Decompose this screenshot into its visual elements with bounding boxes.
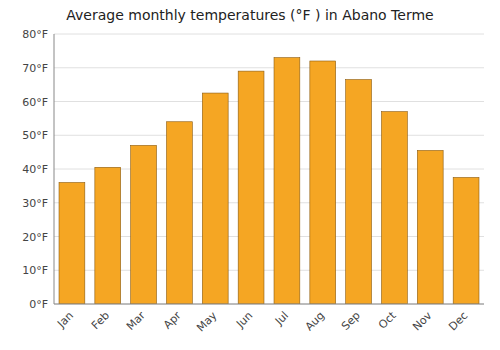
y-tick-label: 30°F [22, 197, 48, 210]
grid-line [54, 34, 484, 35]
title: Average monthly temperatures (°F ) in Ab… [66, 7, 433, 23]
bar [95, 167, 121, 304]
x-tick-label: Mar [124, 309, 148, 333]
bar [274, 58, 300, 304]
bar [346, 80, 372, 304]
bar [417, 150, 443, 304]
bar [310, 61, 336, 304]
x-tick-label: Dec [446, 309, 470, 333]
x-tick-label: Jun [233, 309, 255, 331]
grid [54, 34, 484, 304]
y-tick-label: 50°F [22, 129, 48, 142]
grid-line [54, 135, 484, 136]
y-tick-label: 0°F [29, 298, 48, 311]
y-tick-label: 60°F [22, 96, 48, 109]
bars [59, 58, 479, 304]
bar [167, 122, 193, 304]
y-tick-label: 10°F [22, 264, 48, 277]
x-tick-label: Sep [339, 309, 363, 333]
x-tick-label: Jul [272, 309, 291, 328]
x-tick-label: Nov [410, 309, 435, 334]
x-tick-label: Oct [376, 309, 399, 332]
x-tick-label: May [194, 309, 220, 335]
x-tick-label: Apr [161, 309, 184, 332]
bar [202, 93, 228, 304]
bar [131, 145, 157, 304]
x-axis [54, 304, 484, 305]
chart-container: Average monthly temperatures (°F ) in Ab… [0, 0, 500, 350]
x-tick-label: Aug [303, 309, 327, 333]
x-tick-label: Jan [54, 309, 76, 331]
bar [238, 71, 264, 304]
y-axis [54, 34, 55, 304]
bar [382, 112, 408, 304]
grid-line [54, 101, 484, 102]
grid-line [54, 67, 484, 68]
y-tick-label: 80°F [22, 28, 48, 41]
y-tick-label: 20°F [22, 231, 48, 244]
y-tick-label: 70°F [22, 62, 48, 75]
grid-line [54, 304, 484, 305]
y-tick-label: 40°F [22, 163, 48, 176]
bar [453, 177, 479, 304]
chart: Average monthly temperatures (°F ) in Ab… [0, 0, 500, 350]
x-tick-label: Feb [89, 309, 112, 332]
bar [59, 183, 85, 305]
